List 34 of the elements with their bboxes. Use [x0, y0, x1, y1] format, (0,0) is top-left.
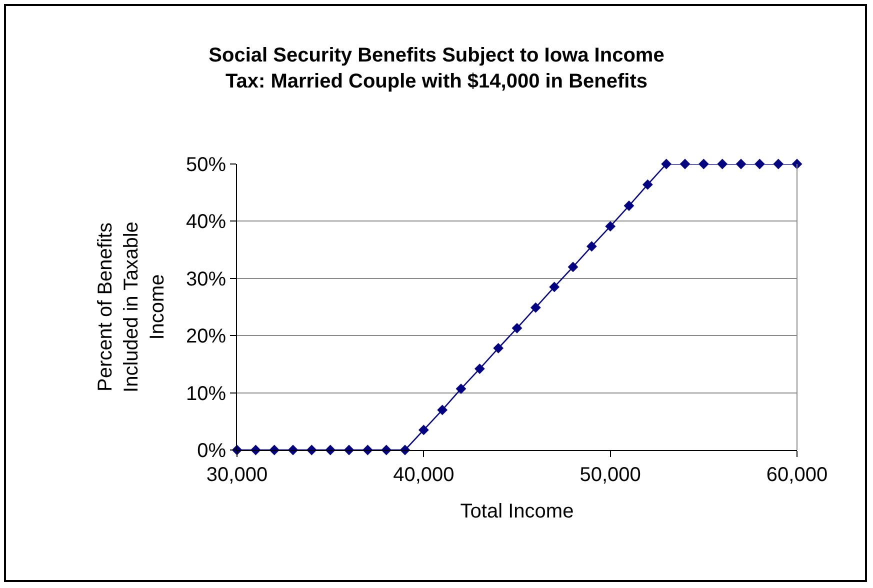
x-tick-label: 60,000	[766, 464, 828, 486]
point	[736, 158, 746, 170]
x-tick-label: 40,000	[393, 464, 454, 486]
y-tick-label: 30%	[186, 268, 226, 290]
y-tick-label: 40%	[186, 211, 226, 234]
point	[605, 221, 616, 232]
point	[456, 384, 466, 394]
x-tick-label: 30,000	[206, 464, 268, 486]
point	[437, 404, 448, 416]
point	[568, 262, 578, 272]
x-axis-title: Total Income	[460, 500, 574, 522]
point	[624, 200, 634, 211]
point	[474, 364, 485, 374]
chart-title: Social Security Benefits Subject to Iowa Income Tax: Married Couple with $14,000 in Benefits	[208, 44, 664, 93]
y-tick-label: 10%	[186, 382, 226, 405]
y-tick-label: 20%	[186, 326, 226, 348]
y-axis-title: Percent of Benefits Included in Taxable Income	[94, 222, 168, 392]
point	[530, 302, 541, 313]
point	[680, 158, 690, 170]
point	[661, 158, 672, 170]
point	[512, 322, 522, 334]
x-tick-label: 50,000	[580, 464, 641, 486]
point	[717, 158, 728, 170]
point	[642, 179, 653, 190]
y-tick-label: 0%	[197, 440, 226, 462]
point	[418, 424, 429, 436]
point	[792, 158, 802, 170]
point	[549, 282, 560, 292]
point	[698, 158, 709, 170]
point	[586, 241, 597, 252]
point	[754, 158, 765, 170]
point	[773, 158, 784, 170]
y-tick-label: 50%	[186, 154, 226, 176]
point	[493, 342, 504, 354]
